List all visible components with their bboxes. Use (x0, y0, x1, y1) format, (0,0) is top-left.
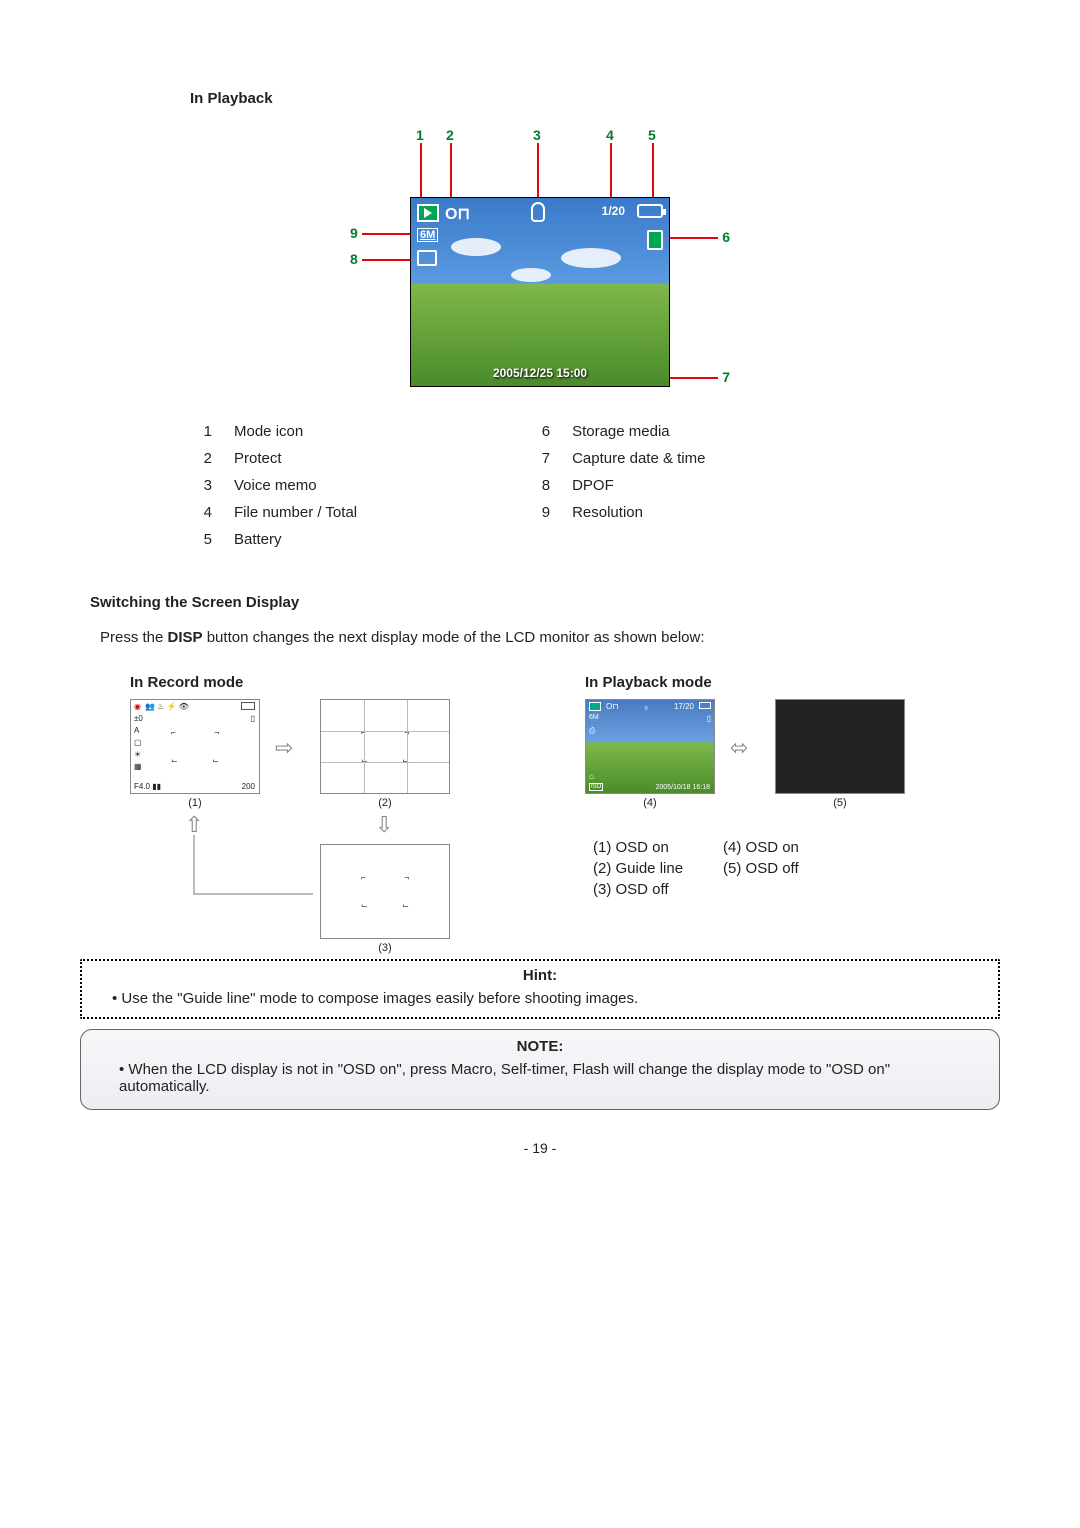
disp-bold: DISP (168, 629, 203, 646)
callout-9: 9 (350, 225, 358, 241)
legend-text: Mode icon (224, 419, 528, 444)
hint-box: Hint: Use the "Guide line" mode to compo… (80, 959, 1000, 1019)
callout-3: 3 (533, 127, 541, 143)
file-number: 1/20 (602, 204, 625, 218)
arrow-right-icon: ⇨ (275, 735, 293, 761)
legend-text: Voice memo (224, 473, 528, 498)
dpof-icon (417, 250, 437, 266)
page-number: - 19 - (60, 1140, 1020, 1156)
resolution-icon: 6M (417, 228, 438, 242)
mode-icon (417, 204, 439, 222)
thumb-record-1: ◉ 👥 ♨ ⚡ 👁 ▯ ±0 A ▢ ☀ ▦ ⌐ ¬ ⌙ ⌙ F4.0 ▮▮ 2… (130, 699, 260, 794)
legend-num: 2 (192, 446, 222, 471)
legend-num: 3 (192, 473, 222, 498)
thumb-record-3: ⌐ ¬ ⌙ ⌙ (3) (320, 844, 450, 939)
heading-switching: Switching the Screen Display (90, 594, 1020, 611)
record-title: In Record mode (130, 674, 525, 691)
thumb-label: (2) (378, 797, 391, 809)
hint-text: Use the "Guide line" mode to compose ima… (112, 990, 982, 1007)
callout-5: 5 (648, 127, 656, 143)
legend-text: Capture date & time (562, 446, 888, 471)
legend-text: Protect (224, 446, 528, 471)
legend-num: 8 (530, 473, 560, 498)
legend-text: Storage media (562, 419, 888, 444)
osd-item: (2) Guide line (593, 860, 683, 877)
legend-num: 7 (530, 446, 560, 471)
note-box: NOTE: When the LCD display is not in "OS… (80, 1029, 1000, 1110)
callout-6: 6 (722, 229, 730, 245)
legend-num: 6 (530, 419, 560, 444)
legend-text: File number / Total (224, 500, 528, 525)
playback-diagram: 1 2 3 4 5 9 8 6 7 O⊓ 1/20 6M 2005/12/25 … (320, 127, 760, 387)
callout-2: 2 (446, 127, 454, 143)
osd-legend: (1) OSD on (2) Guide line (3) OSD off (4… (593, 839, 980, 902)
storage-icon (647, 230, 663, 250)
playback-mode-col: In Playback mode O⊓ ⍚ 17/20 ▯ 6M ⎙ ⌂ ISO… (585, 674, 980, 939)
osd-item: (4) OSD on (723, 839, 799, 856)
legend-text: Resolution (562, 500, 888, 525)
callout-8: 8 (350, 251, 358, 267)
para-post: button changes the next display mode of … (203, 629, 705, 646)
legend-text: Battery (224, 527, 528, 552)
playback-title: In Playback mode (585, 674, 980, 691)
thumb-label: (5) (833, 797, 846, 809)
legend-num: 9 (530, 500, 560, 525)
thumb-label: (3) (378, 942, 391, 954)
callout-1: 1 (416, 127, 424, 143)
datetime-text: 2005/12/25 15:00 (493, 366, 587, 380)
callout-7: 7 (722, 369, 730, 385)
lcd-screen: O⊓ 1/20 6M 2005/12/25 15:00 (410, 197, 670, 387)
legend-num: 4 (192, 500, 222, 525)
modes-row: In Record mode ◉ 👥 ♨ ⚡ 👁 ▯ ±0 A ▢ ☀ ▦ ⌐ … (130, 674, 980, 939)
thumb-label: (4) (643, 797, 656, 809)
arrow-down-icon: ⇩ (375, 812, 393, 838)
arrow-lr-icon: ⬄ (730, 735, 748, 761)
thumb-playback-4: O⊓ ⍚ 17/20 ▯ 6M ⎙ ⌂ ISO 2005/10/18 16:18… (585, 699, 715, 794)
thumb-playback-5: (5) (775, 699, 905, 794)
osd-item: (5) OSD off (723, 860, 799, 877)
thumb-record-2: ⌐ ¬ ⌙ ⌙ (2) (320, 699, 450, 794)
record-mode-col: In Record mode ◉ 👥 ♨ ⚡ 👁 ▯ ±0 A ▢ ☀ ▦ ⌐ … (130, 674, 525, 939)
protect-icon: O⊓ (445, 204, 470, 224)
battery-icon (637, 204, 663, 218)
voice-memo-icon (531, 202, 545, 222)
subsection-title: In Playback (190, 90, 1020, 107)
thumb-label: (1) (188, 797, 201, 809)
note-text: When the LCD display is not in "OSD on",… (119, 1061, 975, 1095)
legend-text: DPOF (562, 473, 888, 498)
para-pre: Press the (100, 629, 168, 646)
osd-item: (3) OSD off (593, 881, 683, 898)
callout-4: 4 (606, 127, 614, 143)
legend-num: 1 (192, 419, 222, 444)
note-title: NOTE: (105, 1038, 975, 1055)
hint-title: Hint: (98, 967, 982, 984)
legend-num: 5 (192, 527, 222, 552)
disp-paragraph: Press the DISP button changes the next d… (100, 627, 990, 650)
osd-item: (1) OSD on (593, 839, 683, 856)
legend-table: 1 Mode icon 6 Storage media 2 Protect 7 … (190, 417, 890, 554)
